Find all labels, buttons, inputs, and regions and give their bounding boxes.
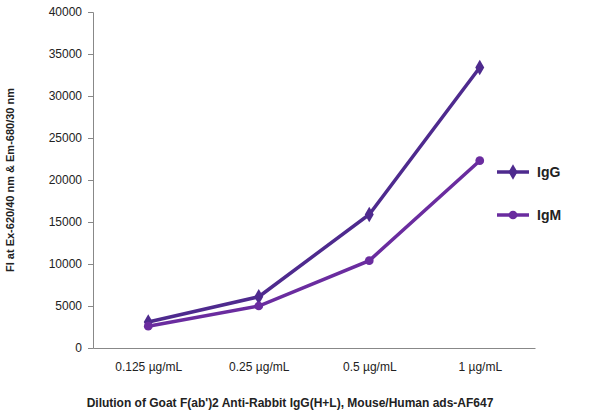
legend-entry: IgG [497,164,560,180]
y-tick: 15000 [49,215,93,229]
series-marker [144,322,153,331]
y-tick: 40000 [49,5,93,19]
x-tick: 1 µg/mL [458,360,502,374]
series-marker [475,156,484,165]
y-tick-mark [88,222,93,223]
legend-marker [509,164,518,180]
y-tick-mark [88,306,93,307]
plot-area: 0 5000 10000 15000 20000 25000 30000 35000 40000… [49,5,536,373]
series-group [144,60,484,331]
y-tick-mark [88,348,93,349]
y-tick-mark [88,264,93,265]
chart: 0 5000 10000 15000 20000 25000 30000 35000 40000… [0,0,600,419]
legend-label: IgG [537,164,560,180]
series-marker [365,207,374,223]
y-tick-label: 40000 [49,5,83,19]
y-tick-label: 20000 [49,173,83,187]
legend-marker [509,211,518,220]
series-marker [475,60,484,76]
y-tick-label: 10000 [49,257,83,271]
legend-entry: IgM [497,207,561,223]
y-tick: 20000 [49,173,93,187]
y-tick-label: 30000 [49,89,83,103]
x-tick-label: 0.125 µg/mL [115,360,182,374]
y-tick-label: 35000 [49,47,83,61]
y-tick-mark [88,138,93,139]
series-marker [365,256,374,265]
y-tick-mark [88,96,93,97]
y-tick-label: 15000 [49,215,83,229]
y-axis: 0 5000 10000 15000 20000 25000 30000 35000 40000 [49,5,94,355]
y-axis-title: FI at Ex-620/40 nm & Em-680/30 nm [4,88,16,272]
x-axis: 0.125 µg/mL 0.25 µg/mL 0.5 µg/mL 1 µg/mL [94,349,536,374]
y-tick-label: 5000 [55,299,82,313]
x-axis-title: Dilution of Goat F(ab')2 Anti-Rabbit IgG… [87,396,494,410]
legend-label: IgM [537,207,561,223]
y-tick: 10000 [49,257,93,271]
x-axis-line [94,348,536,349]
x-tick: 0.125 µg/mL [115,360,182,374]
y-tick: 30000 [49,89,93,103]
series-marker [144,314,153,330]
legend: IgG IgM [497,164,561,223]
y-tick: 5000 [55,299,93,313]
series-marker [254,302,263,311]
y-tick-label: 25000 [49,131,83,145]
series-line [148,161,480,326]
x-tick-label: 1 µg/mL [458,360,502,374]
y-tick: 25000 [49,131,93,145]
y-tick-mark [88,180,93,181]
y-tick-label: 0 [75,341,82,355]
y-tick-mark [88,54,93,55]
y-axis-line [88,13,94,349]
x-tick: 0.25 µg/mL [229,360,290,374]
y-tick-mark [88,12,93,13]
x-tick-label: 0.5 µg/mL [343,360,397,374]
y-tick: 0 [75,341,93,355]
y-tick: 35000 [49,47,93,61]
x-tick-label: 0.25 µg/mL [229,360,290,374]
x-tick: 0.5 µg/mL [343,360,397,374]
